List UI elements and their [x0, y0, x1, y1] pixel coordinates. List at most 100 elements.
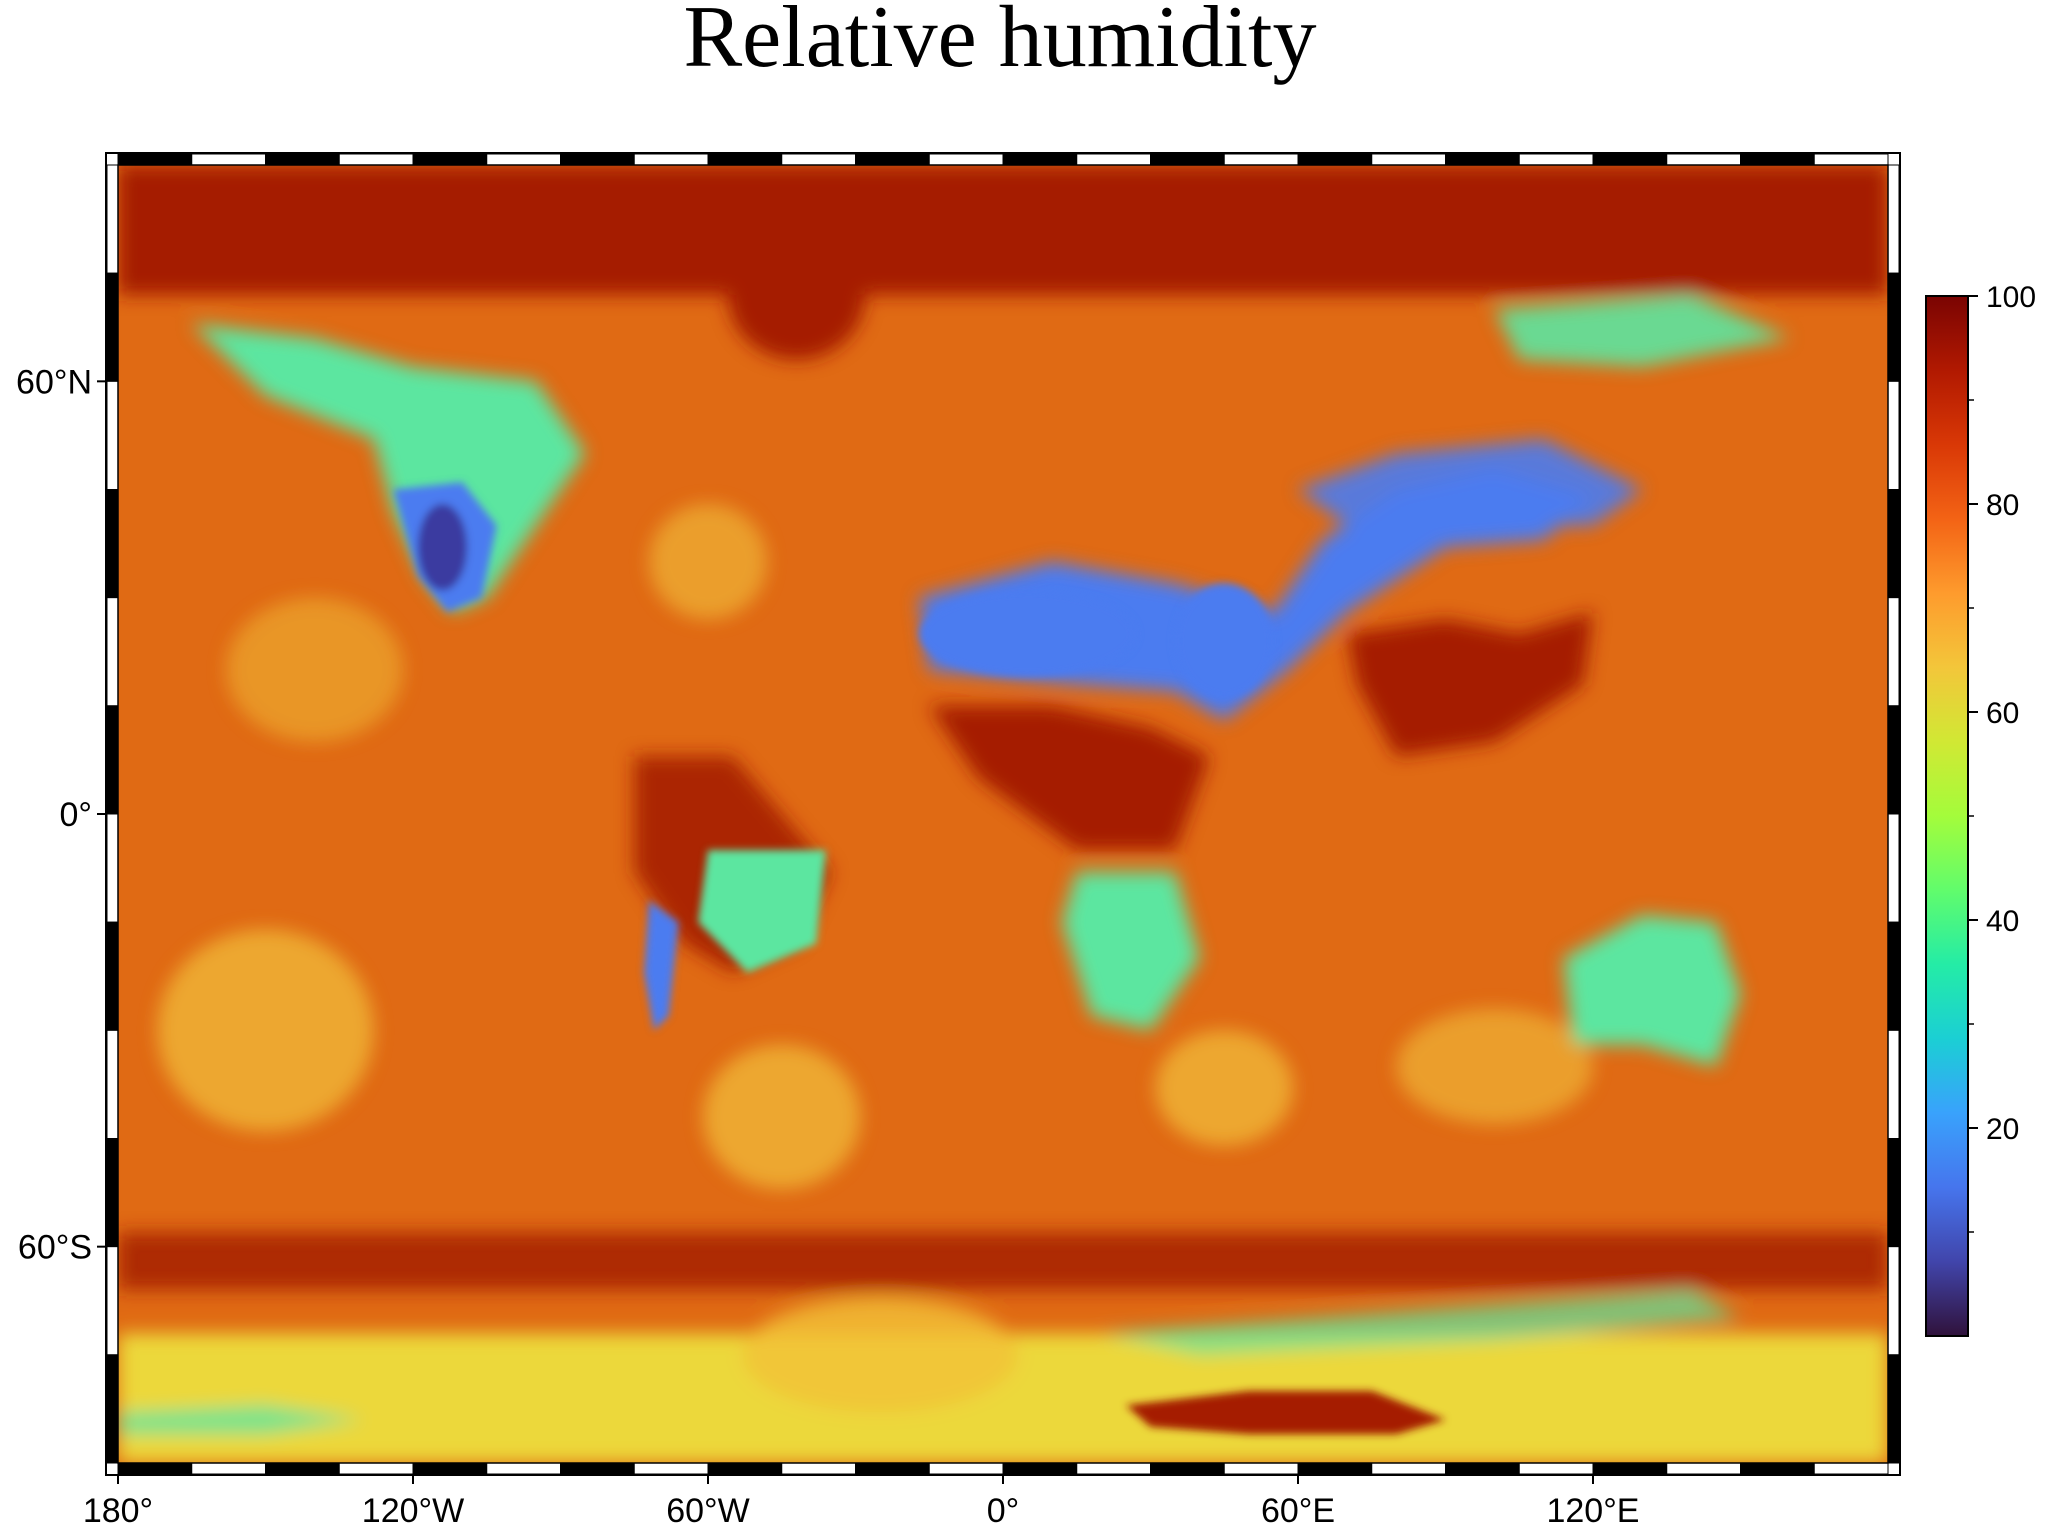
frame-check-top: [707, 153, 783, 166]
indian-swirl: [1155, 1030, 1294, 1146]
frame-check-left: [106, 1029, 119, 1140]
central-asia-dry: [1298, 439, 1643, 526]
frame-check-bottom: [117, 1462, 193, 1475]
frame-check-bottom: [265, 1462, 340, 1475]
frame-check-top: [1150, 153, 1225, 166]
latitude-axis: 60°N 0° 60°S: [16, 363, 107, 1267]
y-tick-label: 60°N: [16, 363, 92, 401]
brazil-semi-dry: [698, 850, 826, 973]
frame-check-top: [1740, 153, 1815, 166]
frame-check-top: [928, 153, 1004, 166]
frame-check-top: [265, 153, 340, 166]
colorbar-tick-label: 60: [1986, 697, 2019, 730]
frame-check-bottom: [560, 1462, 635, 1475]
frame-check-top: [1592, 153, 1668, 166]
frame-check-left: [106, 380, 119, 491]
frame-check-right: [1887, 164, 1900, 274]
frame-check-bottom: [191, 1462, 266, 1475]
frame-check-top: [486, 153, 561, 166]
frame-check-bottom: [338, 1462, 414, 1475]
ross-rim-semi-dry: [118, 1405, 364, 1435]
frame-check-right: [1887, 272, 1900, 382]
frame-check-bottom: [633, 1462, 709, 1475]
frame-check-bottom: [1740, 1462, 1815, 1475]
frame-check-bottom: [1371, 1462, 1446, 1475]
humidity-field: [118, 165, 1888, 1463]
frame-check-bottom: [1518, 1462, 1594, 1475]
frame-check-left: [106, 489, 119, 599]
longitude-axis: 180° 120°W 60°W 0° 60°E 120°E: [83, 1474, 1640, 1527]
frame-check-bottom: [1076, 1462, 1151, 1475]
frame-check-left: [106, 597, 119, 707]
sahara-core: [919, 590, 1136, 677]
frame-check-bottom: [1813, 1462, 1889, 1475]
x-tick-label: 120°W: [362, 1492, 464, 1527]
colorbar-tick-label: 20: [1986, 1113, 2019, 1146]
frame-check-bottom: [1297, 1462, 1373, 1475]
frame-check-bottom: [1592, 1462, 1668, 1475]
atlantic-swirl: [703, 1044, 861, 1189]
colorbar-tick-label: 100: [1986, 281, 2036, 314]
x-tick-label: 60°E: [1261, 1492, 1335, 1527]
frame-check-right: [1887, 1029, 1900, 1140]
frame-check-right: [1887, 921, 1900, 1031]
y-tick-label: 60°S: [18, 1229, 92, 1267]
australia-semi-dry: [1563, 915, 1741, 1067]
colorbar: 100 80 60 40 20: [1925, 281, 2036, 1337]
frame-check-left: [106, 705, 119, 815]
greenland-moist: [727, 229, 866, 360]
frame-check-right: [1887, 1354, 1900, 1464]
great-basin-very-dry: [417, 503, 468, 591]
colorbar-ticks: 100 80 60 40 20: [1968, 281, 2036, 1233]
map-title: Relative humidity: [683, 0, 1316, 86]
frame-check-bottom: [1666, 1462, 1741, 1475]
frame-check-bottom: [855, 1462, 930, 1475]
frame-check-bottom: [707, 1462, 783, 1475]
colorbar-gradient: [1925, 295, 1969, 1337]
frame-check-top: [855, 153, 930, 166]
frame-check-bottom: [1445, 1462, 1520, 1475]
x-tick-label: 120°E: [1546, 1492, 1639, 1527]
north-atlantic-swirl: [649, 503, 767, 620]
arctic-moist-band: [118, 165, 1888, 295]
frame-check-top: [1223, 153, 1299, 166]
east-antarctic-rim: [1101, 1289, 1741, 1355]
pacific-swirl: [157, 929, 374, 1132]
antarctica-moist: [118, 1333, 1888, 1463]
y-tick-label: 0°: [59, 796, 92, 834]
south-indian-swirl: [1396, 1008, 1593, 1125]
frame-check-top: [1371, 153, 1446, 166]
frame-check-top: [1076, 153, 1151, 166]
x-tick-label: 0°: [987, 1492, 1020, 1527]
frame-check-left: [106, 1138, 119, 1248]
frame-check-left: [106, 1246, 119, 1356]
frame-check-right: [1887, 813, 1900, 923]
frame-check-right: [1887, 380, 1900, 491]
frame-check-top: [338, 153, 414, 166]
frame-check-top: [1666, 153, 1741, 166]
frame-check-right: [1887, 489, 1900, 599]
frame-check-top: [1813, 153, 1889, 166]
frame-check-bottom: [486, 1462, 561, 1475]
frame-check-bottom: [781, 1462, 856, 1475]
map-inner-border: [117, 164, 1889, 1464]
frame-check-bottom: [1223, 1462, 1299, 1475]
frame-check-right: [1887, 1246, 1900, 1356]
frame-check-right: [1887, 1138, 1900, 1248]
antarctic-plateau-patch: [1125, 1390, 1446, 1435]
frame-check-left: [106, 813, 119, 923]
frame-check-top: [191, 153, 266, 166]
frame-check-bottom: [1150, 1462, 1225, 1475]
frame-check-top: [1002, 153, 1078, 166]
south-asia-moist: [1347, 612, 1593, 757]
frame-check-left: [106, 272, 119, 382]
x-tick-label: 60°W: [666, 1492, 750, 1527]
frame-check-left: [106, 164, 119, 274]
frame-check-top: [781, 153, 856, 166]
weddell-swirl: [742, 1297, 1018, 1413]
siberia-semi-dry: [1494, 294, 1790, 367]
frame-check-top: [1518, 153, 1594, 166]
frame-check-bottom: [412, 1462, 488, 1475]
frame-check-right: [1887, 597, 1900, 707]
frame-check-left: [106, 1354, 119, 1464]
